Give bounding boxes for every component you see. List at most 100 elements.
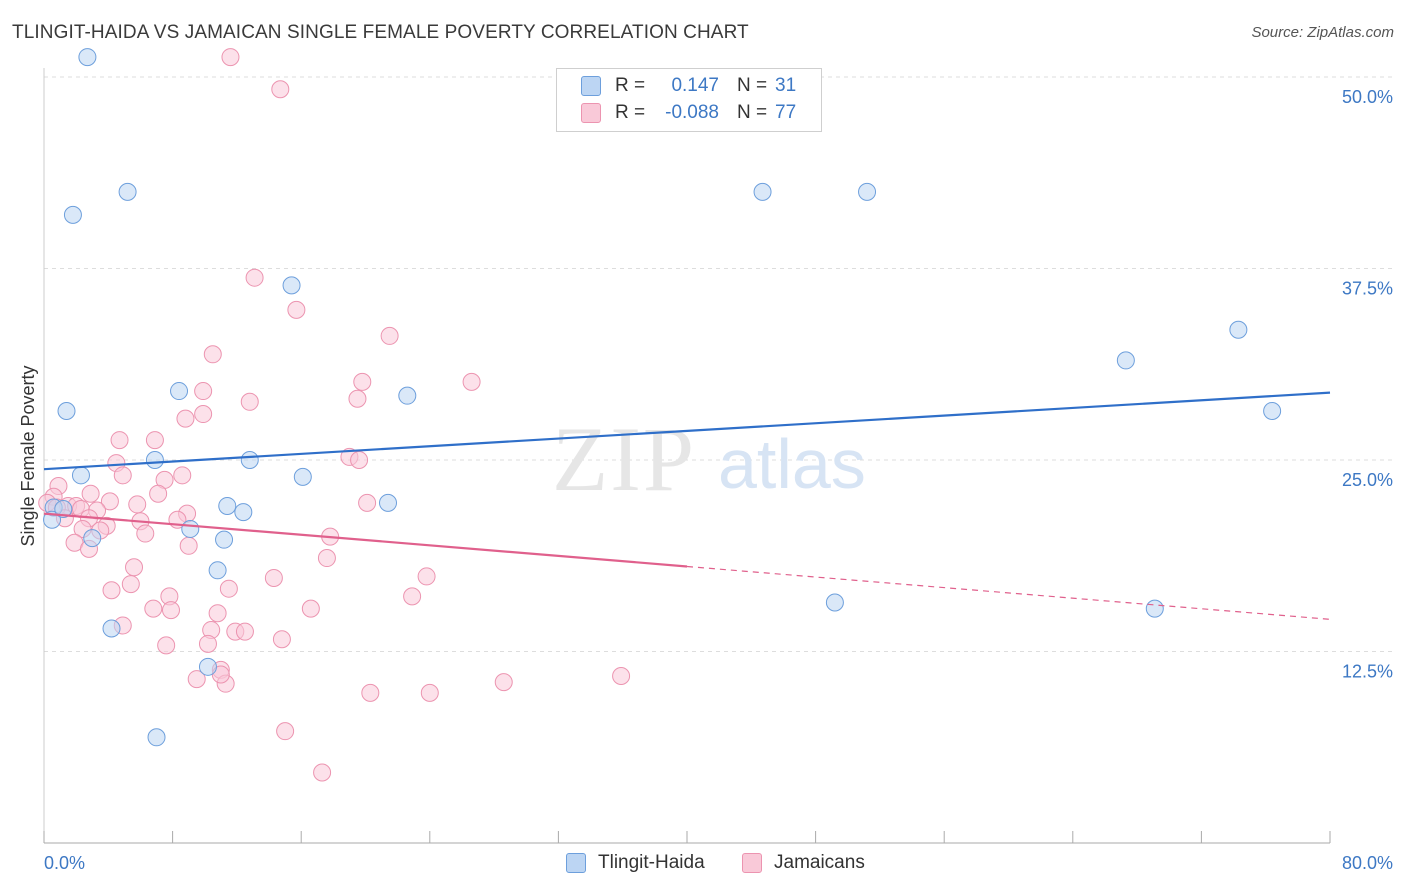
legend-swatch-blue: [566, 853, 586, 873]
point-jamaicans: [612, 667, 631, 686]
point-jamaicans: [264, 568, 283, 587]
point-tlingit-haida: [102, 619, 121, 638]
point-tlingit-haida: [398, 386, 417, 405]
point-jamaicans: [271, 80, 290, 99]
point-jamaicans: [157, 636, 176, 655]
point-jamaicans: [176, 409, 195, 428]
point-tlingit-haida: [379, 493, 398, 512]
series-legend: Tlingit-Haida Jamaicans: [0, 852, 1406, 876]
point-jamaicans: [203, 345, 222, 364]
point-jamaicans: [301, 599, 320, 618]
legend-n-value: 31: [775, 75, 797, 96]
point-tlingit-haida: [208, 561, 227, 580]
point-jamaicans: [287, 300, 306, 319]
point-jamaicans: [403, 587, 422, 606]
point-jamaicans: [149, 484, 168, 503]
stats-legend: R = 0.147 N = 31 R = -0.088 N = 77: [556, 68, 822, 132]
legend-r-label: R =: [615, 75, 646, 96]
y-tick-label: 12.5%: [1342, 662, 1393, 682]
x-tick-label-min: 0.0%: [44, 853, 85, 873]
point-jamaicans: [125, 558, 144, 577]
point-tlingit-haida: [218, 496, 237, 515]
point-tlingit-haida: [198, 657, 217, 676]
point-tlingit-haida: [63, 205, 82, 224]
point-tlingit-haida: [1229, 320, 1248, 339]
point-jamaicans: [380, 326, 399, 345]
point-jamaicans: [102, 581, 121, 600]
point-tlingit-haida: [54, 500, 73, 519]
y-tick-label: 37.5%: [1342, 279, 1393, 299]
point-jamaicans: [420, 683, 439, 702]
point-jamaicans: [121, 575, 140, 594]
axes: [43, 68, 1331, 844]
y-tick-label: 50.0%: [1342, 87, 1393, 107]
point-jamaicans: [417, 567, 436, 586]
legend-row-jamaicans: R = -0.088 N = 77: [557, 100, 796, 126]
axis-labels: 12.5% 25.0% 37.5% 50.0% 0.0% 80.0%: [44, 87, 1393, 873]
point-tlingit-haida: [1145, 599, 1164, 618]
trend-line-tlingit-haida: [43, 391, 1331, 471]
point-jamaicans: [272, 630, 291, 649]
legend-r-value: 0.147: [671, 75, 719, 96]
legend-item-tlingit-haida[interactable]: Tlingit-Haida: [566, 852, 705, 874]
legend-n-label: N =: [737, 102, 768, 123]
point-jamaicans: [81, 484, 100, 503]
legend-swatch-pink: [742, 853, 762, 873]
point-tlingit-haida: [1116, 351, 1135, 370]
point-tlingit-haida: [240, 451, 259, 469]
point-jamaicans: [361, 683, 380, 702]
point-tlingit-haida: [147, 728, 166, 747]
x-tick-label-max: 80.0%: [1342, 853, 1393, 873]
point-jamaicans: [194, 405, 213, 424]
legend-item-jamaicans[interactable]: Jamaicans: [742, 852, 865, 874]
series-jamaicans-points: [38, 48, 631, 782]
watermark: ZIP atlas: [552, 408, 866, 510]
point-jamaicans: [173, 466, 192, 485]
point-jamaicans: [187, 670, 206, 689]
point-tlingit-haida: [753, 182, 772, 201]
point-jamaicans: [100, 492, 119, 511]
point-jamaicans: [219, 579, 238, 598]
point-tlingit-haida: [234, 503, 253, 522]
point-jamaicans: [145, 431, 164, 450]
point-jamaicans: [235, 622, 254, 641]
series-tlingit-haida-points: [43, 48, 1282, 747]
legend-n-label: N =: [737, 75, 768, 96]
point-jamaicans: [240, 392, 259, 411]
point-tlingit-haida: [78, 48, 97, 67]
source-label: Source: ZipAtlas.com: [1251, 24, 1394, 41]
point-jamaicans: [198, 634, 217, 653]
watermark-zip: ZIP: [552, 408, 696, 510]
y-axis-label: Single Female Poverty: [18, 365, 38, 546]
legend-row-tlingit-haida: R = 0.147 N = 31: [557, 73, 796, 99]
point-tlingit-haida: [858, 182, 877, 201]
gridlines: [44, 76, 1392, 652]
point-jamaicans: [128, 495, 147, 514]
point-tlingit-haida: [145, 451, 164, 469]
point-jamaicans: [317, 549, 336, 568]
point-jamaicans: [358, 493, 377, 512]
point-jamaicans: [194, 382, 213, 401]
trend-line-jamaicans-dashed: [686, 565, 1331, 620]
point-jamaicans: [350, 451, 369, 469]
point-tlingit-haida: [181, 519, 200, 538]
point-jamaicans: [144, 599, 163, 618]
point-jamaicans: [113, 466, 132, 485]
point-tlingit-haida: [282, 276, 301, 295]
trend-lines: [43, 391, 1331, 620]
point-jamaicans: [208, 604, 227, 623]
point-jamaicans: [245, 268, 264, 287]
legend-r-label: R =: [615, 102, 646, 123]
point-tlingit-haida: [215, 530, 234, 549]
point-tlingit-haida: [71, 466, 90, 485]
point-tlingit-haida: [293, 467, 312, 486]
point-tlingit-haida: [825, 593, 844, 612]
legend-swatch-blue: [581, 76, 601, 96]
point-jamaicans: [161, 601, 180, 620]
trend-line-jamaicans-solid: [43, 512, 688, 568]
point-jamaicans: [348, 389, 367, 408]
point-jamaicans: [179, 536, 198, 555]
point-jamaicans: [276, 722, 295, 741]
point-jamaicans: [136, 524, 155, 543]
